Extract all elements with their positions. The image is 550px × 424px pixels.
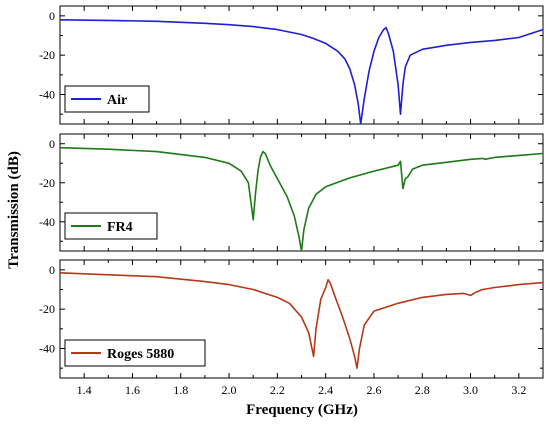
x-tick-label: 1.4 (77, 383, 92, 397)
panel-0: 0 -20 -40 Air (39, 5, 544, 125)
x-tick-label: 1.8 (173, 383, 188, 397)
y-tick-label: -40 (39, 88, 55, 102)
series-line-0 (59, 19, 544, 125)
x-axis-title: Frequency (GHz) (246, 402, 358, 418)
y-tick-label: 0 (49, 137, 55, 151)
x-tick-label: 2.2 (270, 383, 285, 397)
x-tick-label: 2.6 (366, 383, 381, 397)
x-tick-label: 1.6 (125, 383, 140, 397)
y-tick-label: -20 (39, 302, 55, 316)
y-tick-label: 0 (49, 9, 55, 23)
y-tick-label: -40 (39, 342, 55, 356)
x-tick-label: 2.0 (222, 383, 237, 397)
x-tick-label: 3.0 (463, 383, 478, 397)
y-tick-label: -40 (39, 215, 55, 229)
x-tick-label: 2.4 (318, 383, 333, 397)
y-axis-title: Transmission (dB) (6, 151, 22, 269)
legend-label: FR4 (107, 220, 133, 235)
series-line-1 (59, 146, 544, 252)
panel-2: 0 -20 -40 Roges 5880 (39, 259, 544, 379)
legend-label: Air (107, 93, 127, 108)
y-tick-label: -20 (39, 48, 55, 62)
x-tick-label: 3.2 (511, 383, 526, 397)
series-line-2 (59, 272, 544, 369)
legend-label: Roges 5880 (107, 347, 174, 362)
panel-1: 0 -20 -40 FR4 (39, 133, 544, 252)
x-tick-label: 2.8 (415, 383, 430, 397)
chart-panels: 0 -20 -40 Air 0 -20 -40 FR4 0 -20 -40 Roges 5880 1.4… (39, 5, 544, 397)
y-tick-label: 0 (49, 263, 55, 277)
y-tick-label: -20 (39, 176, 55, 190)
